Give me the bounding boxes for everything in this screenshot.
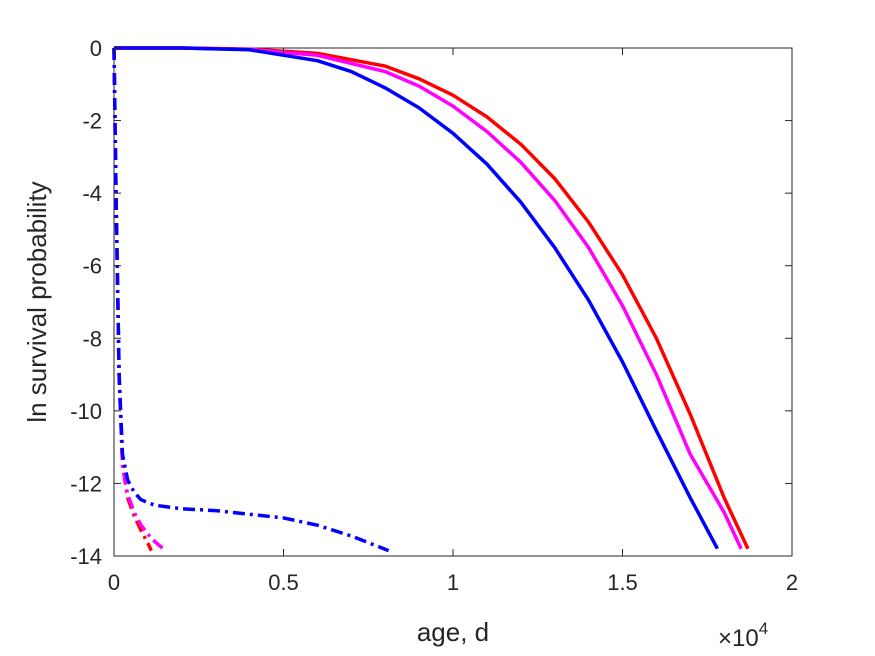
- series-line-3: [114, 46, 719, 550]
- y-tick-label: -10: [70, 399, 102, 424]
- plot-area: 0 0.5 1 1.5 2 0 -2 -4 -6 -8 -10 -12 -14: [70, 36, 798, 595]
- x-axis-exponent: ×104: [718, 619, 768, 652]
- y-tick-label: -6: [82, 254, 102, 279]
- x-exponent-base: ×10: [718, 625, 759, 652]
- x-tick-label: 0.5: [268, 570, 299, 595]
- x-tick-label: 1: [447, 570, 459, 595]
- y-tick-label: -8: [82, 326, 102, 351]
- x-exponent-power: 4: [759, 619, 768, 638]
- y-tick-label: 0: [90, 36, 102, 61]
- y-tick-label: -2: [82, 109, 102, 134]
- y-tick-label: -14: [70, 544, 102, 569]
- y-tick-label: -12: [70, 471, 102, 496]
- series-line-6: [112, 47, 390, 553]
- x-axis-ticks: 0 0.5 1 1.5 2: [108, 48, 798, 595]
- axes-box: [113, 47, 793, 557]
- x-axis-label: age, d: [417, 617, 489, 647]
- x-tick-label: 0: [108, 570, 120, 595]
- y-tick-label: -4: [82, 181, 102, 206]
- x-tick-label: 1.5: [607, 570, 638, 595]
- y-axis-label: ln survival probability: [22, 181, 52, 422]
- x-tick-label: 2: [786, 570, 798, 595]
- y-axis-ticks: 0 -2 -4 -6 -8 -10 -12 -14: [70, 36, 792, 569]
